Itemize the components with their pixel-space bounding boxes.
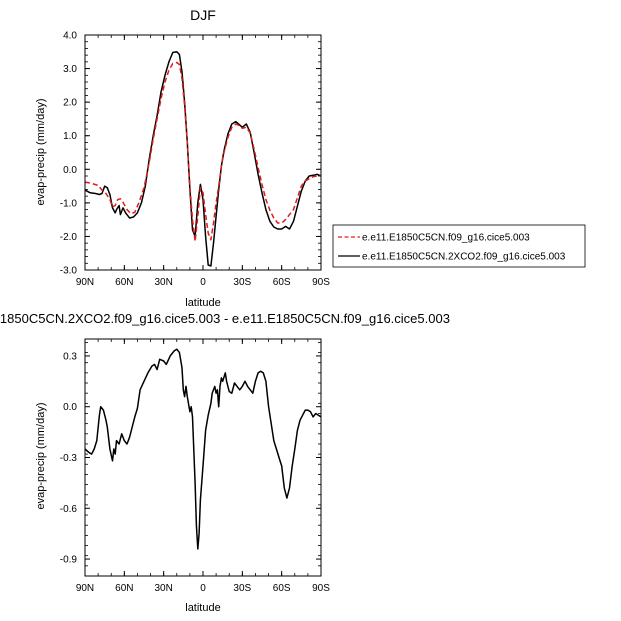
- legend: e.e11.E1850C5CN.f09_g16.cice5.003 e.e11.…: [332, 224, 586, 268]
- legend-box: [332, 224, 586, 268]
- top-x-tick-labels: 90N 60N 30N 0 30S 60S 90S: [76, 277, 330, 288]
- top-x-tick-label: 30S: [233, 277, 251, 288]
- top-plot-frame: [84, 34, 322, 271]
- bot-x-tick-label: 60N: [115, 583, 133, 594]
- top-y-tick-labels: -3.0 -2.0 -1.0 0.0 1.0 2.0 3.0 4.0: [60, 31, 78, 277]
- top-series-line-0: [84, 61, 322, 243]
- bot-y-tick-label: 0.3: [63, 351, 77, 362]
- bot-x-tick-label: 0: [200, 583, 206, 594]
- top-x-tick-label: 90S: [312, 277, 330, 288]
- legend-label-2xco2: e.e11.E1850C5CN.2XCO2.f09_g16.cice5.003: [362, 252, 566, 263]
- bot-series-line-0: [84, 348, 322, 550]
- bottom-x-tick-labels: 90N 60N 30N 0 30S 60S 90S: [76, 583, 330, 594]
- top-y-tick-label: -1.0: [60, 198, 78, 209]
- bottom-series-lines: [84, 348, 322, 550]
- bottom-xlabel: latitude: [185, 602, 220, 614]
- top-tick-marks: [84, 34, 322, 271]
- top-y-tick-label: 0.0: [63, 165, 77, 176]
- bot-x-tick-label: 90S: [312, 583, 330, 594]
- bot-x-tick-label: 30S: [233, 583, 251, 594]
- bot-y-tick-label: -0.3: [60, 453, 78, 464]
- bottom-title: e.e11.E1850C5CN.2XCO2.f09_g16.cice5.003 …: [0, 311, 450, 326]
- legend-label-control: e.e11.E1850C5CN.f09_g16.cice5.003: [362, 233, 530, 244]
- bot-y-tick-label: -0.6: [60, 504, 78, 515]
- top-x-tick-label: 60N: [115, 277, 133, 288]
- top-x-tick-label: 60S: [273, 277, 291, 288]
- bot-y-tick-label: 0.0: [63, 402, 77, 413]
- top-xlabel: latitude: [185, 297, 220, 309]
- top-y-tick-label: 3.0: [63, 64, 77, 75]
- bottom-ylabel: evap-precip (mm/day): [35, 403, 47, 510]
- bot-y-tick-label: -0.9: [60, 555, 78, 566]
- bottom-panel: e.e11.E1850C5CN.2XCO2.f09_g16.cice5.003 …: [0, 311, 450, 614]
- top-y-tick-label: -2.0: [60, 232, 78, 243]
- bottom-y-tick-labels: -0.9 -0.6 -0.3 0.0 0.3: [60, 351, 78, 565]
- top-y-tick-label: 1.0: [63, 131, 77, 142]
- bot-x-tick-label: 30N: [154, 583, 172, 594]
- top-panel: DJF evap-precip (mm/day) latitude -3.0 -2…: [35, 7, 330, 309]
- top-x-tick-label: 90N: [76, 277, 94, 288]
- top-y-tick-label: -3.0: [60, 266, 78, 277]
- bot-x-tick-label: 90N: [76, 583, 94, 594]
- bottom-plot-frame: [84, 338, 322, 577]
- top-y-tick-label: 2.0: [63, 98, 77, 109]
- top-title: DJF: [190, 7, 216, 23]
- top-series-lines: [84, 51, 322, 267]
- top-x-tick-label: 0: [200, 277, 206, 288]
- top-y-tick-label: 4.0: [63, 31, 77, 42]
- bot-x-tick-label: 60S: [273, 583, 291, 594]
- top-ylabel: evap-precip (mm/day): [35, 99, 47, 206]
- top-series-line-1: [84, 51, 322, 267]
- top-x-tick-label: 30N: [154, 277, 172, 288]
